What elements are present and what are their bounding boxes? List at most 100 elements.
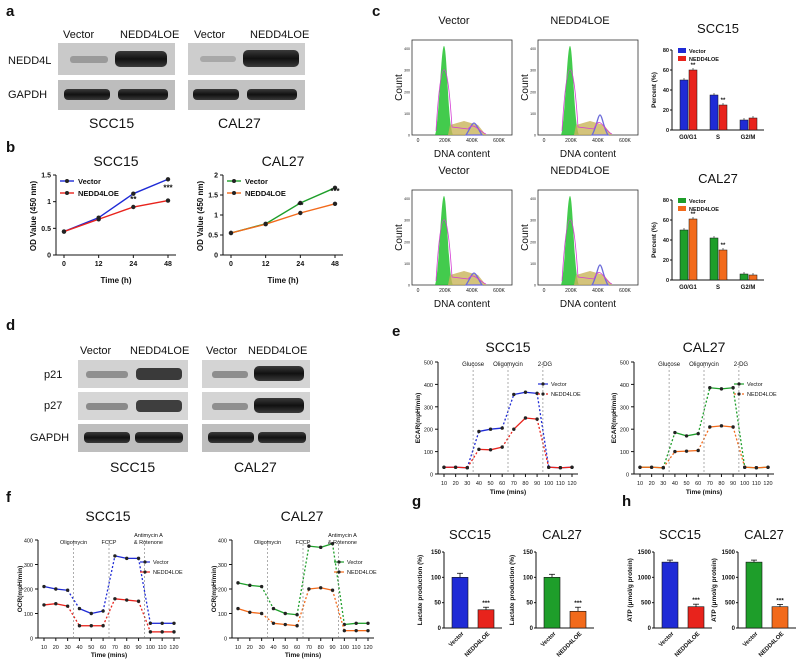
legend-marker [65, 191, 69, 195]
hist-y-tick: 400 [404, 197, 410, 201]
hist-y-tick: 100 [404, 262, 410, 266]
bar-y-tick-label: 80 [663, 198, 669, 204]
g2-peak [464, 122, 484, 136]
a-row-gapdh: GAPDH [8, 89, 47, 101]
legend-label: NEDD4LOE [78, 189, 119, 198]
y-tick-label: 200 [620, 428, 629, 434]
point-vector [148, 621, 153, 625]
y-tick-label: 400 [24, 539, 33, 545]
point-vector [283, 611, 287, 616]
point-nedd4loe [248, 610, 252, 614]
legend-swatch [678, 48, 686, 53]
c-col-label: Vector [438, 15, 470, 27]
point-vector [535, 391, 539, 396]
series-vector-segment [721, 387, 734, 390]
c-col-label: Vector [438, 165, 470, 177]
b-chart-cal27: CAL27 0 0.5 1 1.5 2 0 12 24 48 Time (h) OD Value (4… [196, 153, 343, 285]
hist-y-tick: 100 [404, 112, 410, 116]
legend-marker [337, 570, 341, 574]
histogram-frame [411, 189, 513, 286]
x-tick-label: 110 [352, 645, 361, 651]
point-vector [77, 606, 82, 611]
a-blot-cal27 [188, 43, 305, 110]
legend-marker [143, 570, 147, 574]
d-row-gapdh: GAPDH [30, 432, 69, 444]
x-tick-label: 90 [730, 481, 736, 487]
y-tick-label: 300 [424, 405, 433, 411]
sig-mark: *** [574, 600, 582, 607]
bar-vector [451, 577, 469, 629]
y-tick-label: 100 [424, 450, 433, 456]
bar-nedd4loe [688, 69, 698, 131]
category-label: Vector [742, 631, 760, 649]
x-axis-label: Time (mins) [490, 489, 526, 496]
hist-x-tick: 0 [417, 288, 420, 294]
category-label: NEDD4LOE [464, 631, 491, 658]
d-blot-scc15 [78, 360, 188, 452]
point-vector [65, 588, 70, 592]
y-axis-label: OD Value (450 nm) [29, 181, 38, 252]
d-col-oe-1: NEDD4LOE [130, 345, 189, 357]
y-tick-label: 0 [626, 473, 629, 479]
x-tick-label: 10 [235, 645, 241, 651]
hist-y-tick: 300 [404, 69, 410, 73]
point-vector [523, 390, 528, 394]
point-nedd4loe [319, 586, 323, 590]
series-vector-segment [237, 582, 250, 586]
injection-label: FCCP [296, 540, 311, 546]
category-label: Vector [448, 631, 466, 649]
hist-x-tick: 400K [466, 138, 478, 144]
point-nedd4loe [719, 424, 724, 428]
series-vector-segment [79, 607, 92, 615]
x-tick-label: 120 [763, 481, 772, 487]
hist-y-tick: 100 [530, 112, 536, 116]
point-vector [271, 606, 276, 611]
y-tick-label: 200 [218, 588, 227, 594]
point-nedd4loe [96, 217, 101, 222]
x-tick-label: 0 [229, 261, 233, 268]
x-tick-label: 40 [476, 481, 482, 487]
series-vector-segment [285, 612, 298, 616]
d-col-oe-2: NEDD4LOE [248, 345, 307, 357]
sig-mark: ** [691, 63, 696, 69]
bar-vector [543, 577, 561, 629]
x-tick-label: 60 [294, 645, 300, 651]
hist-y-tick: 0 [408, 134, 410, 138]
point-vector [719, 387, 724, 391]
x-tick-label: 80 [124, 645, 130, 651]
x-tick-label: 10 [441, 481, 447, 487]
g-chart-scc15: SCC15 Lactate production (%) 0 50 100 150 Vect… [417, 527, 502, 659]
y-tick-label: 0 [30, 637, 33, 643]
s-phase-area [574, 121, 612, 135]
x-tick-label: 70 [707, 481, 713, 487]
y-tick-label: 1000 [638, 575, 652, 581]
x-tick-label: 100 [544, 481, 553, 487]
legend-marker [337, 560, 341, 564]
b-chart-scc15: SCC15 0 0.5 1 1.5 0 12 24 48 Time (h) OD Value (45… [29, 153, 176, 285]
x-tick-label: 20 [453, 481, 459, 487]
bar-nedd4loe [569, 610, 587, 629]
panel-letter-f: f [6, 489, 12, 506]
hist-y-label: Count [394, 224, 405, 251]
point-nedd4loe [754, 466, 759, 470]
series-vector-segment [320, 543, 333, 548]
point-vector [298, 200, 303, 206]
y-tick-label: 400 [620, 383, 629, 389]
injection-label: & Rotenone [328, 540, 357, 546]
point-nedd4loe [165, 198, 171, 203]
hist-y-tick: 200 [530, 90, 536, 94]
y-tick-label: 500 [620, 361, 629, 367]
series-vector-segment [709, 387, 722, 390]
series-nedd4loe-segment [114, 598, 127, 601]
series-vector-segment [513, 391, 526, 396]
hist-x-tick: 200K [565, 138, 577, 144]
legend-label: NEDD4LOE [689, 57, 719, 63]
c-col-label: NEDD4LOE [550, 15, 609, 27]
y-tick-label: 500 [641, 601, 652, 607]
y-axis-label: OD Value (450 nm) [196, 181, 205, 252]
point-nedd4loe [89, 624, 93, 628]
x-tick-label: 100 [740, 481, 749, 487]
series-nedd4loe-segment [331, 590, 345, 631]
y-axis-label: Lactate production (%) [509, 555, 516, 625]
point-nedd4loe [638, 465, 642, 469]
